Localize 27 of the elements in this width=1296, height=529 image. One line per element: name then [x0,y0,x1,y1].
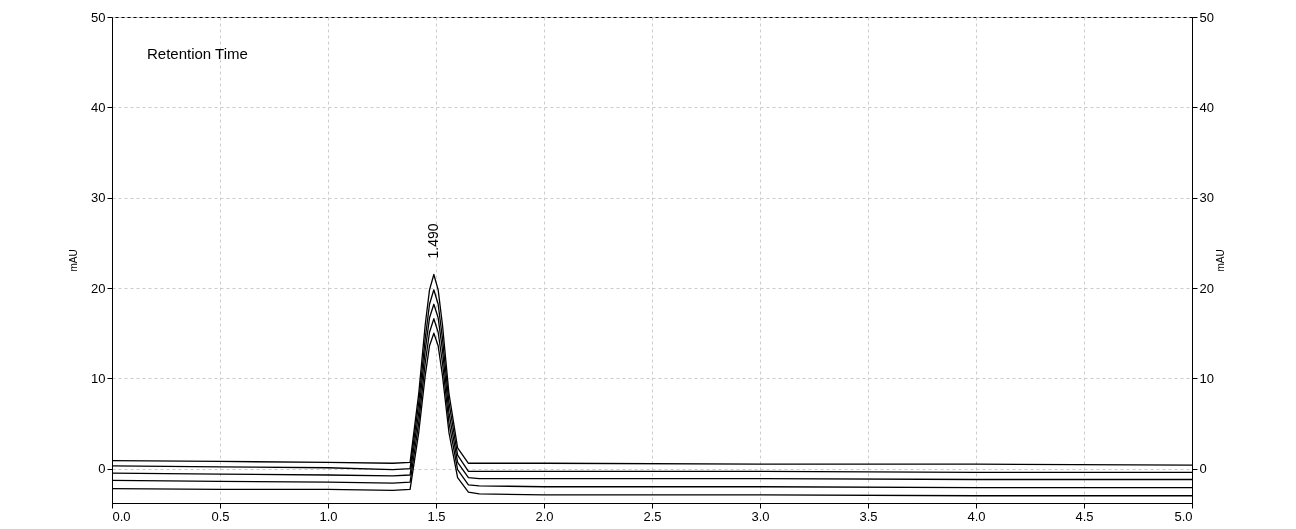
annotation: Retention Time [147,45,248,62]
x-tick-label: 4.5 [1075,508,1094,524]
y2-tick-label: 0 [1199,461,1207,477]
y-tick-label: 40 [91,99,106,115]
y2-tick-label: 30 [1199,190,1214,206]
x-tick-label: 4.0 [967,508,986,524]
y2-tick-label: 20 [1199,280,1214,296]
x-tick-label: 0.0 [112,508,131,524]
y2-tick-label: 50 [1199,9,1214,25]
y2-tick-label: 40 [1199,99,1214,115]
y2-tick-label: 10 [1199,370,1214,386]
x-tick-label: 1.5 [427,508,446,524]
y-tick-label: 30 [91,190,106,206]
x-tick-label: 3.0 [751,508,770,524]
annotation: 1.490 [424,223,441,259]
y2-axis-title: mAU [1214,249,1226,272]
y-tick-label: 0 [98,461,106,477]
y-axis-title: mAU [68,249,80,272]
x-tick-label: 3.5 [859,508,878,524]
x-tick-label: 2.5 [643,508,662,524]
x-tick-label: 2.0 [535,508,554,524]
x-tick-label: 1.0 [319,508,338,524]
y-tick-label: 20 [91,280,106,296]
y-tick-label: 10 [91,370,106,386]
x-tick-label: 0.5 [211,508,230,524]
y-tick-label: 50 [91,9,106,25]
x-tick-label: 5.0 [1174,508,1193,524]
